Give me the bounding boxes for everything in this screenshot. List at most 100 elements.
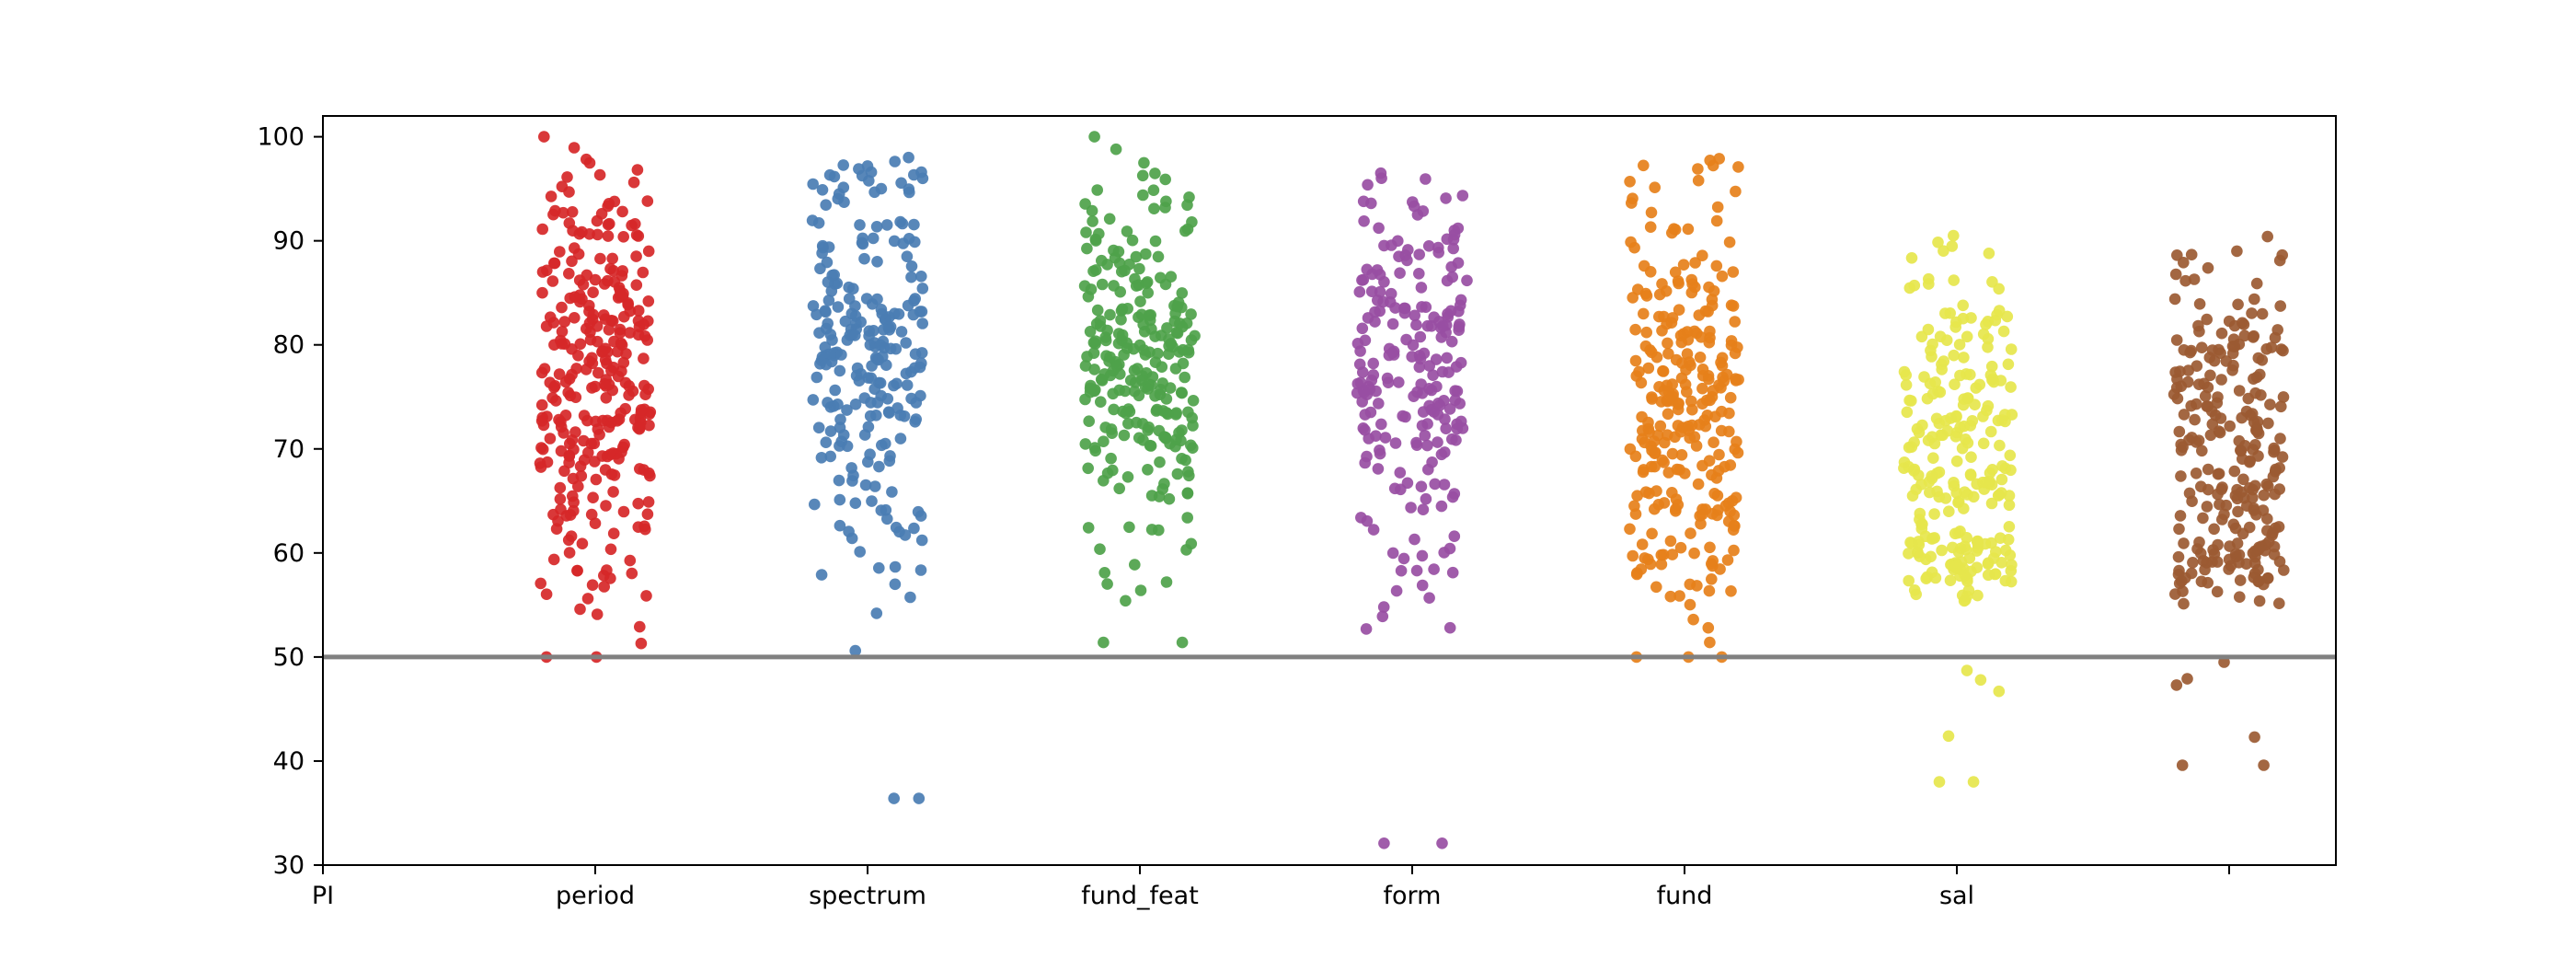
data-point [1664, 590, 1677, 603]
data-point [568, 142, 581, 154]
data-point [1941, 424, 1954, 437]
data-point [1149, 167, 1161, 179]
data-point [1181, 487, 1194, 499]
data-point [1703, 584, 1716, 597]
data-point [1673, 304, 1685, 317]
data-point [1129, 559, 1141, 571]
data-point [1399, 302, 1411, 315]
data-point [2233, 385, 2246, 397]
data-point [634, 463, 646, 475]
data-point [2177, 585, 2189, 597]
data-point [1441, 352, 1453, 364]
data-point [1662, 408, 1674, 421]
data-point [1138, 156, 1150, 169]
data-point [1389, 302, 1401, 314]
data-point [1982, 341, 1994, 353]
data-point [826, 334, 838, 346]
data-point [1163, 492, 1176, 505]
data-point [573, 227, 586, 240]
data-point [841, 404, 853, 416]
data-point [1448, 225, 1461, 237]
data-point [1407, 339, 1420, 352]
data-point [1650, 581, 1662, 594]
y-tick-label: 50 [273, 643, 305, 672]
data-point [1079, 360, 1092, 372]
data-point [1133, 389, 1145, 402]
data-point [884, 450, 896, 462]
data-point [1447, 233, 1460, 246]
data-point [1429, 478, 1441, 491]
data-point [1925, 550, 1937, 563]
data-point [1351, 338, 1364, 350]
data-point [2274, 433, 2286, 445]
data-point [1662, 337, 1673, 350]
data-point [1948, 229, 1960, 242]
data-point [2193, 378, 2205, 391]
data-point [1373, 398, 1385, 410]
data-point [1711, 490, 1724, 502]
data-point [1689, 257, 1701, 269]
data-point [1977, 437, 1990, 450]
data-point [1435, 331, 1448, 343]
data-point [1087, 215, 1098, 227]
data-point [1926, 338, 1938, 351]
data-point [2211, 585, 2224, 598]
data-point [868, 383, 880, 396]
data-point [1448, 488, 1461, 500]
data-point [1645, 206, 1658, 219]
data-point [2208, 523, 2220, 536]
data-point [1121, 225, 1133, 237]
data-point [1394, 467, 1407, 479]
data-point [604, 217, 615, 230]
data-point [2188, 273, 2201, 285]
data-point [837, 159, 849, 171]
data-point [561, 171, 573, 183]
data-point [873, 460, 885, 473]
data-point [1148, 202, 1160, 214]
data-point [574, 603, 586, 616]
data-point [569, 312, 581, 324]
data-point [556, 180, 569, 192]
data-point [1698, 414, 1710, 426]
data-point [1963, 552, 1976, 564]
data-point [590, 415, 602, 428]
data-point [2237, 473, 2249, 486]
data-point [1428, 311, 1440, 324]
data-point [569, 291, 581, 304]
data-point [1674, 425, 1687, 438]
data-point [1627, 549, 1639, 562]
data-point [1433, 399, 1446, 411]
data-point [820, 199, 832, 211]
data-point [1662, 348, 1674, 360]
data-point [1149, 330, 1161, 342]
data-point [888, 792, 900, 804]
axes-layer: 30 40 50 60 70 80 90 100 PI period spectrum fund_fe… [257, 115, 2337, 910]
data-point [892, 308, 905, 320]
data-point [1938, 245, 1949, 258]
data-point [1356, 274, 1368, 286]
data-point [1627, 292, 1639, 304]
data-point [586, 579, 599, 591]
data-point [1159, 173, 1171, 186]
data-point [2223, 563, 2235, 575]
data-point [1370, 385, 1382, 398]
data-point [591, 608, 604, 620]
data-point [578, 434, 590, 447]
data-point [555, 503, 567, 515]
data-point [881, 513, 893, 525]
data-point [1686, 278, 1698, 291]
data-point [1373, 222, 1385, 235]
data-point [1082, 522, 1095, 534]
data-point [2262, 417, 2274, 430]
data-point [1692, 478, 1705, 491]
data-point [535, 398, 548, 411]
data-point [2187, 557, 2199, 569]
data-point [1405, 502, 1417, 514]
data-point [2213, 343, 2225, 356]
data-point [1177, 357, 1190, 370]
data-point [2258, 759, 2270, 771]
data-point [1410, 318, 1422, 331]
data-point [1675, 449, 1688, 461]
data-point [1440, 422, 1452, 435]
data-point [2243, 482, 2256, 494]
